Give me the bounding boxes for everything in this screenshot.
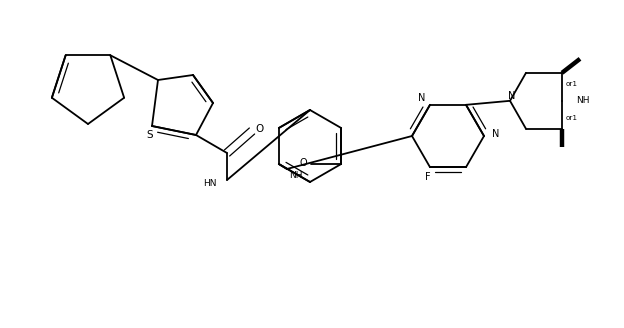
Text: F: F [425,172,431,182]
Text: O: O [256,124,264,134]
Text: or1: or1 [566,81,578,87]
Text: N: N [509,91,515,101]
Text: NH: NH [576,96,590,105]
Text: N: N [492,129,499,139]
Text: S: S [147,130,154,140]
Text: NH: NH [289,172,302,180]
Text: O: O [300,158,307,168]
Text: HN: HN [203,179,217,189]
Text: N: N [417,93,425,103]
Text: or1: or1 [566,115,578,121]
